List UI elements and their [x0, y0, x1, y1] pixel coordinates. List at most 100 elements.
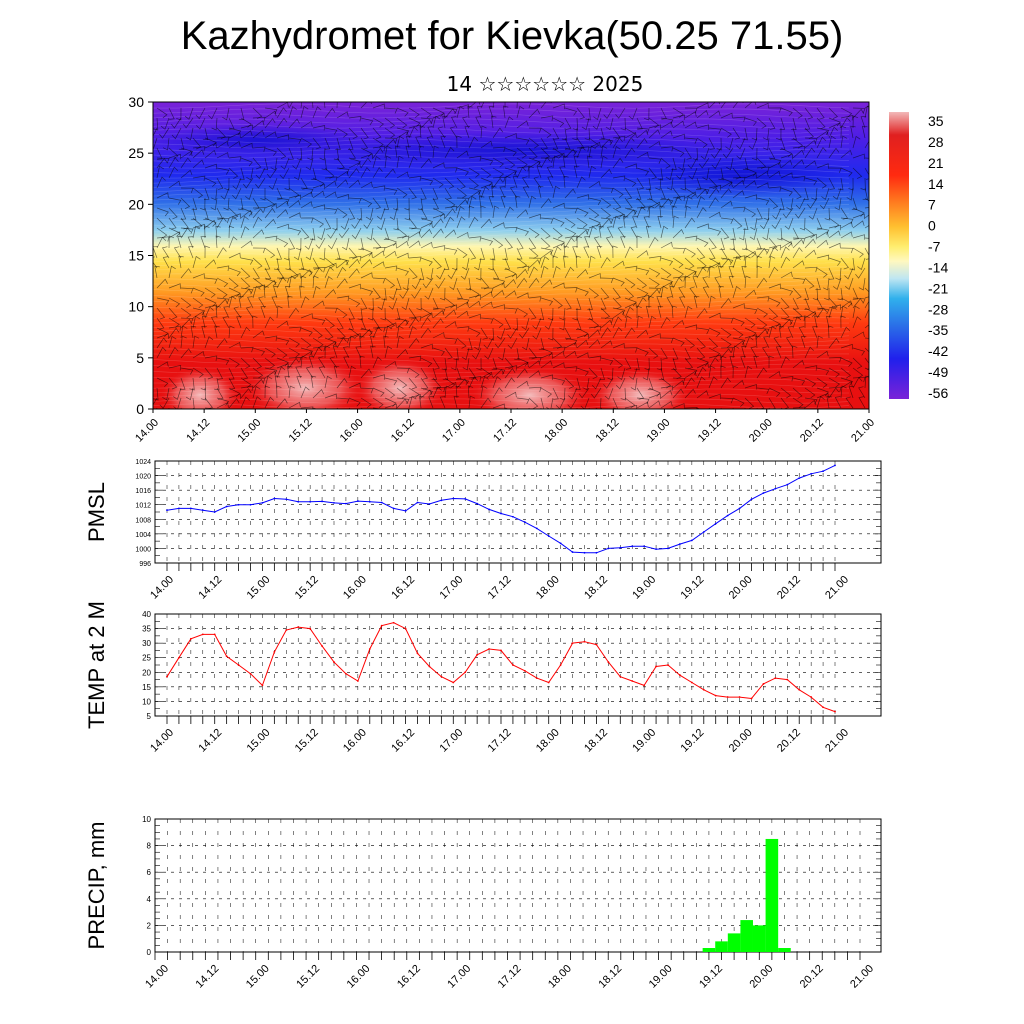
- wind-barb: [684, 247, 696, 258]
- wind-barb: [478, 195, 485, 209]
- wind-barb: [660, 241, 673, 249]
- wind-barb: [624, 127, 636, 138]
- data-point: [500, 649, 502, 652]
- wind-barb: [564, 366, 578, 372]
- isotherm-line: [153, 303, 850, 309]
- wind-barb: [696, 267, 710, 273]
- wind-barb: [672, 347, 679, 360]
- wind-barb: [775, 346, 782, 359]
- wind-barb: [168, 265, 176, 279]
- wind-barb: [642, 367, 650, 381]
- wind-barb: [540, 353, 553, 359]
- wind-barb: [840, 125, 847, 139]
- x-tick-label: 19.00: [645, 417, 673, 445]
- wind-barb: [408, 367, 420, 378]
- wind-barb: [587, 297, 593, 310]
- wind-barb: [768, 162, 781, 169]
- wind-barb: [228, 117, 235, 130]
- wind-barb: [288, 267, 299, 279]
- wind-barb: [828, 242, 841, 249]
- wind-barb: [864, 214, 869, 219]
- wind-barb: [268, 177, 278, 190]
- isotherm-line: [153, 313, 850, 319]
- wind-barb: [672, 229, 685, 239]
- wind-barb: [300, 337, 312, 349]
- wind-barb: [196, 117, 206, 130]
- wind-barb: [584, 236, 590, 249]
- data-point: [834, 710, 836, 713]
- precip-bar: [778, 948, 791, 952]
- wind-barb: [780, 147, 793, 158]
- wind-barb: [324, 137, 331, 150]
- wind-barb: [240, 124, 253, 131]
- wind-barb: [768, 317, 781, 328]
- wind-barb: [864, 225, 869, 229]
- isotherm-line: [153, 393, 850, 399]
- wind-barb: [516, 227, 529, 236]
- wind-barb: [396, 267, 409, 276]
- isotherm-line: [153, 118, 850, 124]
- wind-barb: [576, 287, 589, 297]
- wind-barb: [480, 125, 487, 139]
- wind-barb: [852, 108, 864, 119]
- colorbar-label: 7: [928, 197, 936, 213]
- wind-barb: [564, 107, 578, 116]
- wind-barb: [552, 282, 565, 289]
- wind-barb: [708, 337, 719, 349]
- wind-barb: [648, 157, 662, 164]
- isotherm-line: [153, 128, 850, 134]
- isotherm-line: [153, 328, 850, 334]
- wind-barb: [444, 167, 458, 173]
- wind-barb: [848, 386, 855, 399]
- wind-barb: [792, 397, 804, 408]
- wind-barb: [804, 233, 817, 240]
- wind-barb: [564, 266, 575, 279]
- wind-barb: [192, 311, 205, 319]
- wind-barb: [384, 360, 397, 369]
- wind-barb: [708, 247, 716, 260]
- wind-barb: [384, 387, 396, 399]
- wind-barb: [450, 116, 458, 129]
- wind-barb: [540, 115, 554, 121]
- wind-barb: [828, 357, 842, 363]
- wind-barb: [492, 167, 505, 178]
- wind-barb: [184, 107, 194, 120]
- wind-barb: [620, 117, 626, 131]
- wind-barb: [636, 277, 648, 289]
- data-point: [786, 483, 789, 486]
- wind-barb: [666, 296, 674, 309]
- x-tick-label: 14.00: [143, 963, 171, 991]
- wind-barb: [696, 308, 708, 319]
- wind-barb: [732, 190, 745, 199]
- wind-barb: [540, 256, 550, 269]
- wind-barb: [420, 307, 432, 318]
- isotherm-line: [153, 308, 850, 314]
- wind-barb: [552, 246, 562, 259]
- y-tick-label: 996: [139, 561, 151, 568]
- x-tick-label: 17.00: [440, 417, 468, 445]
- wind-barb: [612, 297, 622, 310]
- wind-barb: [828, 230, 841, 239]
- data-point: [380, 501, 383, 504]
- wind-barb: [384, 127, 396, 139]
- wind-barb: [504, 170, 517, 179]
- wind-barb: [216, 177, 224, 190]
- wind-barb: [216, 397, 230, 406]
- wind-barb: [708, 365, 716, 379]
- wind-barb: [156, 157, 168, 169]
- wind-barb: [858, 386, 866, 399]
- wind-barb: [492, 304, 505, 310]
- wind-barb: [408, 126, 418, 139]
- wind-barb: [792, 175, 806, 182]
- wind-barb: [624, 209, 637, 219]
- wind-barb: [528, 357, 542, 363]
- data-point: [523, 521, 526, 524]
- wind-barb: [288, 194, 301, 201]
- wind-barb: [624, 265, 638, 272]
- wind-barb: [468, 294, 481, 301]
- wind-barb: [612, 310, 625, 319]
- wind-barb: [792, 307, 803, 319]
- wind-barb: [252, 267, 260, 280]
- wind-barb: [660, 157, 671, 169]
- x-tick-label: 15.00: [244, 963, 272, 991]
